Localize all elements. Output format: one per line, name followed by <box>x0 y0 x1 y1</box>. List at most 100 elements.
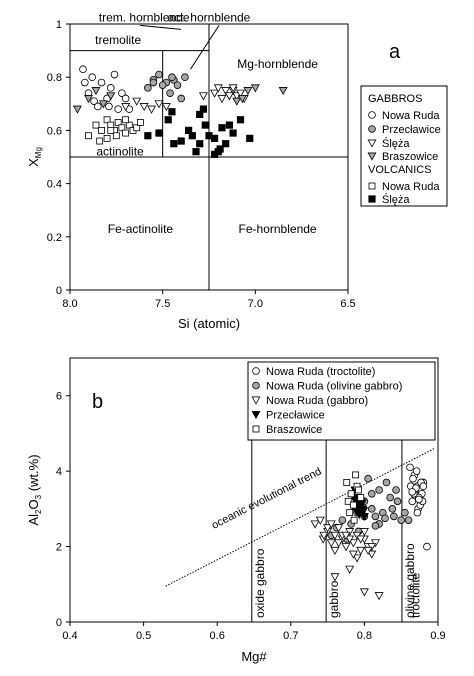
legend-marker <box>367 152 377 161</box>
data-point <box>196 110 204 119</box>
data-point <box>118 124 126 132</box>
y-axis-label-a-sub: Mg <box>34 147 43 158</box>
data-point <box>201 121 209 129</box>
field-dividers-b: oceanic evolutional trend oxide gabbro gab… <box>165 440 435 622</box>
data-point <box>278 87 288 96</box>
data-point <box>185 126 193 134</box>
data-point <box>155 129 163 137</box>
data-point <box>345 535 355 544</box>
data-point <box>228 84 238 93</box>
data-point <box>330 546 340 555</box>
data-point <box>155 70 163 79</box>
data-point <box>419 482 428 491</box>
data-point <box>330 573 340 582</box>
legend-label: Nowa Ruda (olivine gabbro) <box>266 381 402 393</box>
data-point <box>359 507 369 516</box>
data-point <box>105 102 113 111</box>
legend-label: Braszowice <box>382 151 438 163</box>
trend-line-label: oceanic evolutional trend <box>210 466 324 532</box>
data-point <box>188 132 196 140</box>
x-axis-label-a: Si (atomic) <box>178 316 240 331</box>
data-point <box>216 145 224 153</box>
y-axis-label-b-unit: (wt.%) <box>26 454 41 494</box>
data-point <box>237 95 247 104</box>
legend-label: Ślęża <box>382 137 410 150</box>
data-point <box>423 542 431 551</box>
data-point <box>144 132 152 140</box>
data-point <box>413 508 422 517</box>
data-point <box>177 94 186 103</box>
data-point <box>85 132 92 140</box>
data-point <box>181 73 189 81</box>
field-labels-a: tremolite actinolite Mg-hornblende Fe-actin… <box>95 10 318 235</box>
data-point <box>166 89 174 97</box>
data-point <box>177 137 185 145</box>
data-point <box>144 84 152 92</box>
data-point <box>401 508 409 517</box>
data-point <box>164 116 172 124</box>
data-point <box>90 97 98 105</box>
x-tick-label: 8.0 <box>62 298 77 310</box>
data-point <box>213 84 223 93</box>
callout-label: act. hornblende <box>168 10 251 24</box>
data-point <box>393 497 402 506</box>
data-point <box>110 70 119 79</box>
callout-label: trem. hornblende <box>99 10 190 24</box>
data-point <box>132 97 142 106</box>
y-tick-label: 0.2 <box>47 232 62 244</box>
data-point <box>371 512 380 521</box>
legend-marker <box>251 411 261 420</box>
data-point <box>343 479 351 486</box>
y-tick-label: 0.8 <box>47 72 62 84</box>
data-point <box>125 121 133 129</box>
data-point <box>114 119 122 126</box>
data-point <box>122 129 129 137</box>
data-point <box>344 497 352 505</box>
y-axis-label-b-sub2: 3 <box>34 494 43 499</box>
x-tick-label: 0.4 <box>62 630 77 642</box>
data-point <box>355 486 362 494</box>
data-point <box>232 97 242 106</box>
data-points-a <box>72 65 288 158</box>
legend-box-b <box>247 361 436 441</box>
data-point <box>236 89 245 98</box>
data-point <box>323 524 333 533</box>
y-axis-label-b-o: O <box>26 499 41 509</box>
data-point <box>326 520 336 529</box>
x-tick-label: 0.5 <box>136 630 151 642</box>
x-tick-label: 7.5 <box>155 298 170 310</box>
legend-marker <box>252 381 260 390</box>
data-point <box>170 140 178 148</box>
data-point <box>103 116 111 124</box>
data-point <box>367 489 376 498</box>
legend-label: Przecławice <box>266 410 325 422</box>
data-point <box>122 116 129 124</box>
data-point <box>168 108 176 116</box>
data-point <box>97 78 106 87</box>
panel-label-b: b <box>92 391 103 413</box>
y-tick-label: 0 <box>56 617 62 629</box>
rock-type-label: oxide gabbro <box>253 548 267 618</box>
data-point <box>118 89 126 97</box>
y-tick-label: 0 <box>56 285 62 297</box>
axis-ticks-a: 8.0 7.5 7.0 6.5 0 0.2 0.4 0.6 0.8 1 <box>47 19 356 310</box>
data-point <box>357 494 365 501</box>
panel-label-a: a <box>389 41 401 63</box>
data-point <box>334 539 344 548</box>
data-point <box>350 516 358 524</box>
legend-entries-b: Nowa Ruda (troctolite) Nowa Ruda (olivine… <box>251 366 402 436</box>
data-point <box>192 148 200 156</box>
callout-leader-line <box>140 24 182 30</box>
data-point <box>154 100 164 109</box>
legend-marker <box>368 125 376 133</box>
data-point <box>315 516 325 525</box>
y-axis-label-b-sub1: 2 <box>34 509 43 514</box>
x-tick-label: 0.7 <box>283 630 298 642</box>
data-points-b <box>310 463 431 601</box>
data-point <box>374 592 384 601</box>
legend-marker <box>368 195 376 203</box>
x-tick-label: 0.6 <box>210 630 225 642</box>
y-axis-label-b-al: Al <box>26 514 41 526</box>
data-point <box>149 78 158 87</box>
